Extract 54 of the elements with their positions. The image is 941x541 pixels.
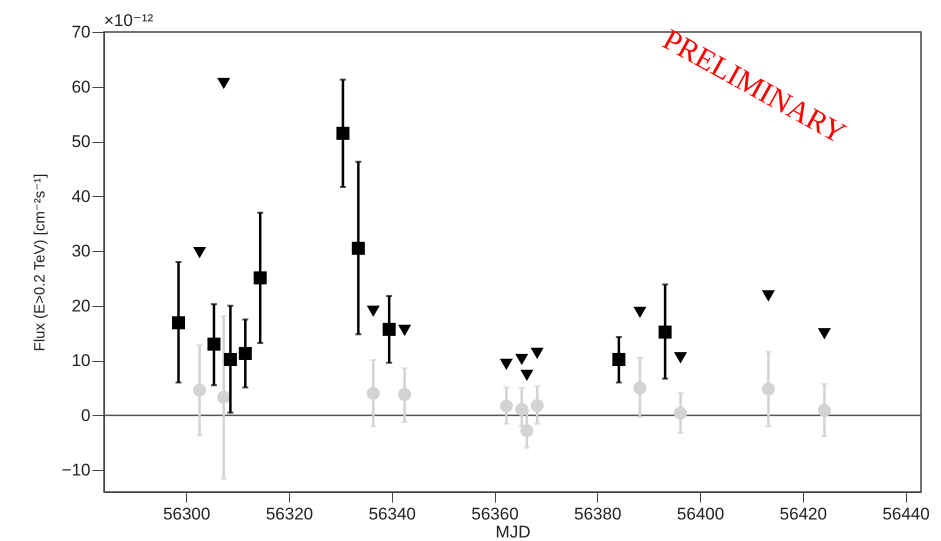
x-tick-label: 56300	[163, 504, 210, 524]
y-tick-label: 40	[72, 186, 90, 206]
point	[224, 352, 237, 366]
point	[398, 388, 412, 402]
point	[674, 406, 688, 420]
x-tick-label: 56380	[574, 504, 622, 524]
point	[818, 328, 831, 340]
y-tick-label: 10	[72, 351, 90, 370]
point	[398, 324, 412, 336]
point	[172, 316, 186, 330]
y-tick-label: −10	[62, 460, 90, 480]
x-tick-label: 56400	[676, 504, 724, 524]
point	[254, 271, 267, 284]
point	[633, 381, 646, 394]
y-tick-label: 50	[72, 132, 90, 152]
point	[193, 247, 206, 258]
point	[382, 322, 396, 336]
y-tick-label: 30	[72, 242, 90, 261]
point	[366, 386, 380, 400]
x-tick-label: 56440	[882, 504, 930, 524]
y-tick-label: 0	[81, 406, 90, 425]
y-tick-label: 20	[72, 296, 90, 316]
x-tick-label: 56340	[368, 504, 416, 524]
point	[500, 358, 513, 370]
point	[238, 346, 252, 360]
point	[217, 78, 230, 90]
x-tick-label: 56360	[471, 504, 519, 524]
point	[207, 338, 220, 351]
y-tick-label: 70	[72, 22, 90, 42]
point	[633, 306, 646, 318]
point	[515, 354, 528, 366]
point	[366, 306, 380, 317]
point	[520, 370, 534, 382]
point	[762, 382, 775, 396]
y-tick-label: 60	[72, 77, 90, 96]
point	[658, 326, 672, 339]
y-axis-title: Flux (E>0.2 TeV) [cm⁻²s⁻¹]	[32, 174, 49, 352]
point	[336, 126, 350, 140]
point	[500, 400, 513, 413]
point	[818, 404, 831, 417]
point	[515, 402, 528, 416]
text: ×10⁻¹²	[104, 11, 154, 30]
point	[674, 352, 688, 364]
x-tick-label: 56320	[266, 504, 314, 524]
point	[612, 352, 626, 366]
x-tick-label: 56420	[780, 504, 827, 524]
point	[530, 398, 544, 412]
point	[352, 242, 365, 255]
point	[193, 384, 206, 397]
point	[762, 290, 775, 302]
point	[217, 390, 230, 404]
point	[520, 424, 534, 438]
x-axis-title: MJD	[496, 522, 530, 541]
point	[530, 348, 544, 360]
